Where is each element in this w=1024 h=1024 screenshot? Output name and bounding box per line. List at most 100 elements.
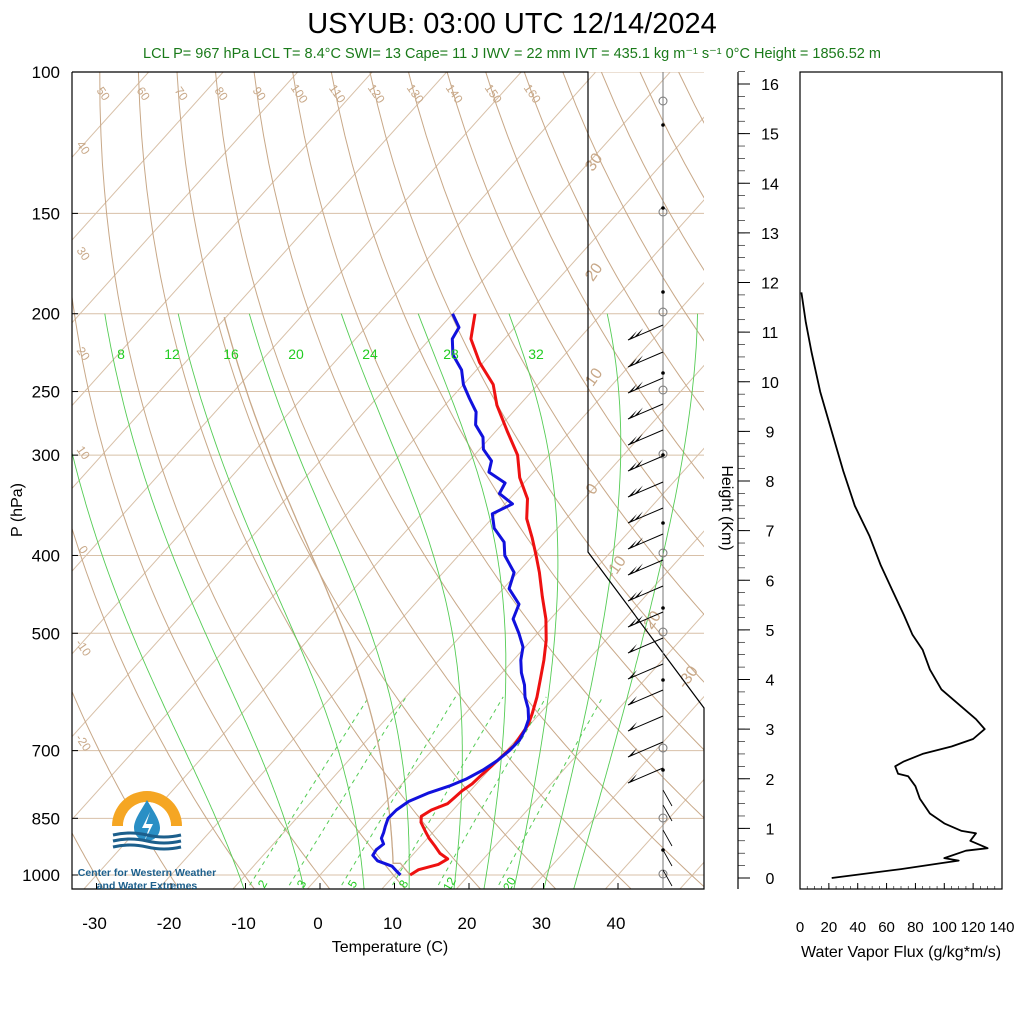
height-tick-label: 1 <box>766 821 775 838</box>
barb-dot <box>661 606 665 610</box>
moist-adiabat-label: 28 <box>443 346 459 362</box>
dry-adiabat-label: 160 <box>521 81 544 106</box>
height-tick-label: 8 <box>766 474 775 491</box>
isotherm-line <box>72 72 299 324</box>
wind-barb-flag <box>628 644 637 653</box>
mixing-ratio-line <box>286 696 407 889</box>
wind-barb-flag <box>634 381 643 391</box>
isotherm-line <box>72 72 150 158</box>
flux-x-tick-label: 120 <box>961 919 986 936</box>
dry-adiabat <box>292 72 704 819</box>
height-tick-label: 10 <box>761 375 779 392</box>
dry-adiabat-left-label: 10 <box>74 443 93 462</box>
flux-x-tick-label: 40 <box>849 919 866 936</box>
y-tick-label: 700 <box>32 742 60 761</box>
calm-marker <box>658 96 668 106</box>
dry-adiabat-label: 80 <box>212 84 231 103</box>
wind-barb-flag <box>628 462 637 471</box>
wind-barb <box>627 377 664 394</box>
dry-adiabat-label: 150 <box>482 81 505 106</box>
wind-barb-flag <box>628 358 637 367</box>
y-tick-label: 500 <box>32 624 60 643</box>
isotherm-line <box>72 72 448 490</box>
logo-bolt <box>142 812 153 842</box>
wind-barb-flag <box>634 328 643 338</box>
wind-barb <box>627 351 664 368</box>
y-tick-label: 200 <box>32 305 60 324</box>
moist-adiabat <box>543 313 622 889</box>
calm-marker <box>658 449 668 459</box>
height-axis-label: Height (Km) <box>718 465 735 550</box>
dry-adiabat <box>446 72 704 548</box>
dry-adiabat-left-label: 0 <box>76 543 91 557</box>
flux-x-tick-label: 100 <box>932 919 957 936</box>
chart-title: USYUB: 03:00 UTC 12/14/2024 <box>307 8 717 40</box>
wind-barb-flag <box>634 459 643 469</box>
isotherm-label: 0 <box>583 481 602 498</box>
x-tick-label: 0 <box>313 914 322 933</box>
wind-barb <box>627 767 664 784</box>
moist-adiabat <box>177 313 365 889</box>
y-tick-label: 250 <box>32 383 60 402</box>
y-tick-label: 150 <box>32 204 60 223</box>
height-tick-label: 12 <box>761 276 779 293</box>
dry-adiabat <box>562 72 704 342</box>
dry-adiabat <box>408 72 704 616</box>
mixing-ratio-line <box>435 696 547 889</box>
dry-adiabat <box>215 72 632 889</box>
wind-barb <box>627 533 664 550</box>
y-axis-label: P (hPa) <box>9 483 26 537</box>
dry-adiabat-left-label: 30 <box>74 244 93 263</box>
wind-barb-flag <box>628 670 637 679</box>
calm-marker <box>658 627 668 637</box>
flux-x-tick-label: 80 <box>907 919 924 936</box>
wind-barb-small <box>662 849 673 867</box>
moist-adiabat-label: 24 <box>362 346 378 362</box>
wind-barb-flag <box>634 537 643 547</box>
wind-barb <box>627 689 664 706</box>
dry-adiabat <box>72 831 105 889</box>
y-tick-label: 100 <box>32 63 60 82</box>
calm-marker <box>658 307 668 317</box>
dry-adiabat-label: 130 <box>404 81 427 106</box>
wind-barb <box>627 559 664 576</box>
height-tick-label: 4 <box>766 673 775 690</box>
dry-adiabat <box>72 526 256 889</box>
wind-barb-flag <box>628 514 637 523</box>
skewt-profiles: 50 60 70 80 90 100 110 120 130 140 150 160403020100… <box>73 81 702 890</box>
x-tick-label: -20 <box>157 914 182 933</box>
height-tick-label: 2 <box>766 772 775 789</box>
y-tick-label: 400 <box>32 546 60 565</box>
height-tick-label: 7 <box>766 524 775 541</box>
dry-adiabat-label: 50 <box>94 84 113 103</box>
flux-x-tick-label: 0 <box>796 919 804 936</box>
skewt-frame <box>71 71 705 890</box>
logo-wave <box>112 843 182 851</box>
x-tick-label: 20 <box>458 914 477 933</box>
height-tick-label: 11 <box>762 325 779 342</box>
wind-barb-flag <box>628 540 637 549</box>
wind-barb <box>627 715 664 732</box>
parcel-path <box>223 317 411 876</box>
calm-marker <box>658 385 668 395</box>
wind-barb-small <box>662 789 673 807</box>
wind-barb-flag <box>634 511 643 521</box>
isotherm-label: 20 <box>582 260 606 284</box>
dry-adiabat-label: 120 <box>365 81 388 106</box>
wind-barb-flag <box>634 485 643 495</box>
mixing-ratio-label: 8 <box>396 877 412 890</box>
wind-barb <box>627 611 664 628</box>
flux-x-tick-label: 20 <box>821 919 838 936</box>
x-tick-label: 30 <box>532 914 551 933</box>
x-tick-label: 10 <box>383 914 402 933</box>
wind-barb <box>627 324 664 341</box>
calm-marker <box>658 743 668 753</box>
wind-barb-flag <box>634 563 643 573</box>
dry-adiabat-left-label: -10 <box>73 637 95 660</box>
flux-panel: 0 20 40 60 80 100 120 1400123456789101112131415… <box>718 71 1015 961</box>
wind-barb-flag <box>628 774 637 783</box>
x-tick-label: -30 <box>82 914 107 933</box>
logo-text-line2: and Water Extremes <box>97 880 198 892</box>
moist-adiabat-label: 20 <box>288 346 304 362</box>
